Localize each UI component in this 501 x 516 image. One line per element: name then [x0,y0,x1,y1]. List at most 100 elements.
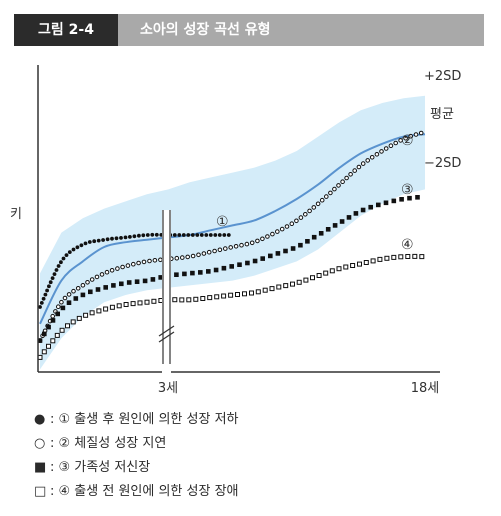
series-3-marker-20 [174,272,179,277]
series-4-marker-1 [41,349,47,355]
series-2-marker-74 [379,149,384,154]
series-3-marker-44 [353,211,359,216]
series-2-marker-24 [136,260,141,266]
series-4-marker-47 [343,264,349,270]
series-4-marker-6 [65,323,70,329]
series-1-marker-48 [217,233,222,237]
series-3-marker-22 [190,270,195,276]
series-2-marker-15 [89,277,95,282]
series-2-marker-22 [125,263,131,268]
series-1-marker-29 [132,234,137,239]
series-3-marker-45 [360,207,366,213]
legend-marker-open-circle: ○ [34,436,46,451]
series-1-marker-50 [226,233,231,237]
x-tick-3y: 3세 [158,381,178,396]
series-4-marker-33 [249,290,254,296]
series-2-marker-10 [66,292,72,297]
series-3-marker-47 [376,202,381,208]
label-plus-2sd: +2SD [424,69,461,84]
series-1-marker-24 [110,236,114,241]
series-2-marker-14 [85,280,90,285]
series-1-marker-49 [222,233,227,237]
series-4-marker-5 [59,327,65,333]
series-3-marker-31 [260,256,265,261]
series-1-marker-8 [52,272,57,276]
series-2-marker-40 [223,246,228,251]
series-2-marker-82 [418,130,424,136]
series-2-marker-9 [62,295,68,301]
series-4-marker-28 [214,294,220,300]
series-1-marker-11 [59,260,63,265]
series-2-marker-63 [332,186,337,192]
series-1-marker-18 [83,241,88,246]
series-3-marker-0 [37,338,43,343]
series-3-marker-11 [103,285,108,290]
series-3-marker-3 [50,318,56,323]
series-1-marker-5 [47,284,51,289]
series-3-marker-2 [46,324,51,330]
series-4-marker-18 [144,299,150,305]
series-3-marker-15 [134,279,140,284]
series-3-marker-13 [119,281,124,287]
series-3-marker-24 [206,269,211,274]
series-2-marker-54 [294,218,299,224]
series-4-marker-52 [377,256,383,262]
series-4-marker-36 [269,286,275,292]
series-4-marker-40 [296,279,302,285]
series-4-marker-2 [46,343,51,349]
series-2-marker-81 [413,132,419,137]
series-2-marker-11 [71,288,76,294]
series-3-markers [37,195,420,343]
figure-number: 그림 2-4 [14,14,118,46]
series-2-marker-49 [270,231,275,237]
figure-header: 그림 2-4 소아의 성장 곡선 유형 [14,14,484,46]
legend-text-2: ② 체질성 성장 지연 [58,436,167,451]
series-2-marker-65 [340,179,345,184]
series-2-marker-59 [315,201,321,207]
series-4-marker-43 [316,273,322,278]
series-2-marker-35 [196,252,201,258]
series-4-marker-3 [50,338,56,344]
series-1-marker-27 [123,235,128,240]
series-2-marker-60 [319,197,325,203]
legend-item-2: ○: ② 체질성 성장 지연 [34,432,238,456]
series-2-marker-12 [75,286,81,291]
series-1-marker-19 [87,240,92,244]
series-3-marker-27 [229,264,234,269]
series-4-marker-49 [357,261,362,267]
series-4-marker-56 [405,254,411,259]
series-3-marker-28 [237,262,242,267]
series-3-marker-34 [283,248,288,254]
series-4-marker-53 [384,255,390,261]
y-axis-label: 키 [10,207,22,222]
series-1-marker-4 [45,288,49,293]
series-4-marker-41 [303,277,309,283]
series-1-marker-38 [172,233,177,237]
series-4-markers [37,253,425,360]
series-1-marker-43 [195,233,200,237]
series-1-marker-47 [213,233,218,237]
series-4-marker-29 [221,293,227,299]
series-3-marker-16 [142,278,148,284]
series-4-marker-9 [83,312,89,318]
series-4-marker-8 [76,315,82,321]
series-3-marker-9 [88,289,93,295]
series-3-number: ③ [401,182,414,198]
series-3-marker-43 [346,215,352,220]
series-4-marker-44 [323,270,329,276]
series-3-marker-39 [318,231,324,236]
series-4-marker-46 [336,266,342,272]
series-4-marker-32 [242,291,247,297]
series-4-marker-34 [255,289,261,295]
series-1-marker-0 [38,305,42,309]
series-4-marker-48 [350,263,356,268]
series-2-marker-77 [393,140,399,146]
series-4-marker-24 [186,297,192,303]
series-3-marker-38 [311,234,317,240]
series-2-marker-50 [275,229,280,234]
series-2-marker-34 [190,253,196,259]
series-2-marker-62 [328,190,333,196]
series-1-marker-10 [56,264,61,268]
series-4-marker-30 [228,292,234,298]
series-2-marker-66 [344,175,349,181]
